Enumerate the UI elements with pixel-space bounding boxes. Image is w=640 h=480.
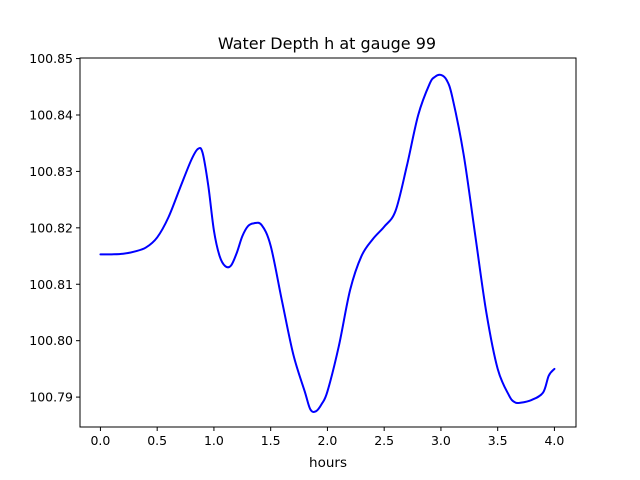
x-tick-label: 0.0: [90, 433, 110, 448]
y-tick-label: 100.82: [29, 220, 73, 235]
x-tick-label: 1.5: [261, 433, 281, 448]
y-tick-label: 100.79: [29, 390, 73, 405]
x-tick-label: 3.5: [488, 433, 508, 448]
water-depth-series-line: [99, 73, 556, 413]
x-tick-label: 3.0: [431, 433, 451, 448]
plot-frame: [79, 57, 577, 428]
y-axis: 100.79 100.80 100.81 100.82 100.83 100.84 100.…: [29, 51, 80, 405]
x-tick-label: 1.0: [204, 433, 224, 448]
x-tick-label: 4.0: [544, 433, 564, 448]
x-tick-label: 2.5: [374, 433, 394, 448]
chart-title: Water Depth h at gauge 99: [218, 34, 436, 53]
y-tick-label: 100.80: [29, 333, 73, 348]
x-tick-label: 0.5: [147, 433, 167, 448]
y-tick-label: 100.84: [29, 107, 73, 122]
plot-area: [99, 73, 556, 413]
y-tick-label: 100.85: [29, 51, 73, 66]
x-axis-label: hours: [309, 455, 347, 471]
x-tick-label: 2.0: [317, 433, 337, 448]
y-tick-label: 100.83: [29, 164, 73, 179]
y-tick-label: 100.81: [29, 277, 73, 292]
x-axis: 0.0 0.5 1.0 1.5 2.0 2.5 3.0 3.5 4.0: [90, 427, 564, 448]
